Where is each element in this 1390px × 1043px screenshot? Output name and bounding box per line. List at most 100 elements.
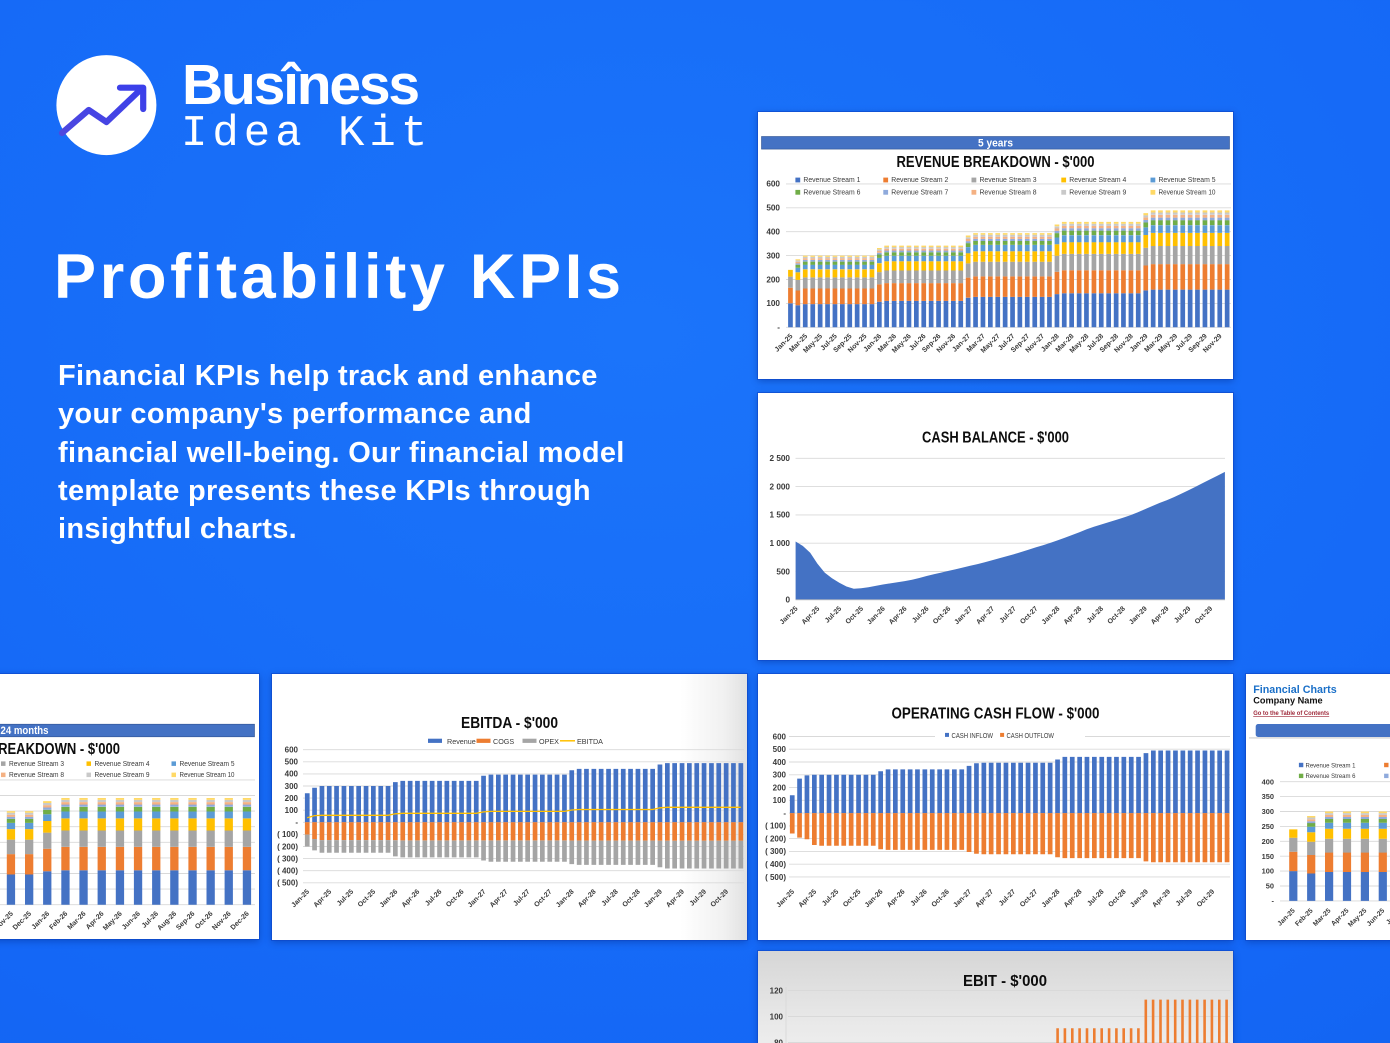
svg-text:Nov-26: Nov-26	[211, 910, 233, 932]
svg-text:CASH BALANCE - $'000: CASH BALANCE - $'000	[922, 429, 1069, 446]
svg-text:Oct-27: Oct-27	[1019, 605, 1039, 625]
svg-text:Jan-27: Jan-27	[953, 605, 974, 626]
svg-text:80: 80	[774, 1038, 783, 1043]
svg-text:Jan-26: Jan-26	[31, 910, 52, 931]
svg-text:600: 600	[285, 746, 299, 755]
svg-text:Apr-27: Apr-27	[489, 888, 510, 909]
svg-text:Revenue Stream 10: Revenue Stream 10	[1159, 188, 1216, 197]
svg-text:May-26: May-26	[102, 910, 124, 932]
svg-text:350: 350	[1262, 792, 1274, 801]
svg-text:( 400): ( 400)	[765, 860, 786, 869]
svg-text:Company Name: Company Name	[1253, 696, 1323, 707]
svg-text:Financial Charts: Financial Charts	[1253, 684, 1337, 696]
svg-text:Jul-25: Jul-25	[821, 888, 840, 907]
svg-text:Mar-25: Mar-25	[1312, 907, 1333, 928]
svg-text:Jul-25: Jul-25	[1385, 907, 1390, 926]
svg-text:Oct-26: Oct-26	[932, 605, 952, 625]
svg-text:Oct-26: Oct-26	[445, 888, 465, 908]
svg-text:Revenue Stream 8: Revenue Stream 8	[980, 188, 1037, 197]
svg-text:Jan-26: Jan-26	[866, 605, 887, 626]
svg-text:600: 600	[773, 732, 787, 741]
svg-text:500: 500	[773, 745, 787, 754]
svg-text:Sep-26: Sep-26	[175, 910, 196, 931]
svg-text:Apr-28: Apr-28	[577, 888, 598, 909]
svg-text:Apr-25: Apr-25	[801, 605, 822, 626]
svg-text:Revenue Stream 1: Revenue Stream 1	[803, 175, 860, 184]
svg-text:Revenue Stream 3: Revenue Stream 3	[980, 175, 1037, 184]
svg-text:300: 300	[766, 251, 780, 260]
svg-text:Go to the Table of Contents: Go to the Table of Contents	[1253, 710, 1329, 717]
svg-text:400: 400	[1262, 777, 1274, 786]
svg-text:Oct-28: Oct-28	[1107, 605, 1127, 625]
svg-text:Oct-29: Oct-29	[710, 888, 730, 908]
svg-text:Oct-27: Oct-27	[1019, 888, 1039, 908]
svg-text:Revenue Stream 9: Revenue Stream 9	[1069, 188, 1126, 197]
svg-text:500: 500	[285, 758, 299, 767]
svg-text:Revenue Stream 3: Revenue Stream 3	[9, 761, 64, 768]
svg-text:-: -	[295, 818, 298, 827]
svg-text:Jan-25: Jan-25	[1277, 907, 1297, 927]
svg-text:Jul-29: Jul-29	[1173, 605, 1192, 624]
svg-text:Jan-25: Jan-25	[779, 605, 800, 626]
svg-text:Jul-26: Jul-26	[911, 605, 930, 624]
svg-text:Jul-28: Jul-28	[1086, 605, 1105, 624]
svg-text:Apr-28: Apr-28	[1063, 888, 1084, 909]
svg-text:Jan-28: Jan-28	[1041, 888, 1062, 909]
svg-text:Jan-25: Jan-25	[775, 888, 796, 909]
svg-text:Jul-25: Jul-25	[824, 605, 843, 624]
svg-text:EBIT - $'000: EBIT - $'000	[963, 973, 1047, 990]
svg-text:Apr-29: Apr-29	[665, 888, 686, 909]
svg-text:300: 300	[285, 782, 299, 791]
svg-text:1 500: 1 500	[770, 511, 791, 520]
svg-text:Apr-26: Apr-26	[888, 605, 909, 626]
svg-text:500: 500	[766, 204, 780, 213]
svg-text:Jul-26: Jul-26	[424, 888, 443, 907]
svg-text:400: 400	[285, 770, 299, 779]
svg-text:Jun-26: Jun-26	[121, 910, 142, 931]
svg-text:250: 250	[1262, 822, 1274, 831]
svg-text:Feb-25: Feb-25	[1294, 907, 1315, 928]
svg-text:Oct-26: Oct-26	[931, 888, 951, 908]
svg-text:200: 200	[773, 783, 787, 792]
svg-text:Jul-28: Jul-28	[1086, 888, 1105, 907]
svg-text:Jan-26: Jan-26	[864, 888, 885, 909]
svg-text:-: -	[1272, 897, 1275, 906]
svg-text:100: 100	[285, 806, 299, 815]
svg-text:100: 100	[766, 299, 780, 308]
svg-text:Jul-28: Jul-28	[601, 888, 620, 907]
svg-text:( 300): ( 300)	[277, 854, 298, 863]
svg-text:150: 150	[1262, 852, 1274, 861]
svg-text:( 400): ( 400)	[277, 867, 298, 876]
svg-text:May-25: May-25	[1347, 907, 1368, 928]
svg-text:( 100): ( 100)	[765, 822, 786, 831]
svg-text:100: 100	[1262, 867, 1274, 876]
svg-text:( 500): ( 500)	[277, 879, 298, 888]
svg-text:Apr-25: Apr-25	[313, 888, 334, 909]
svg-text:200: 200	[1262, 837, 1274, 846]
svg-text:COGS: COGS	[493, 737, 514, 746]
svg-text:( 100): ( 100)	[277, 830, 298, 839]
svg-text:EBITDA: EBITDA	[577, 737, 603, 746]
svg-text:400: 400	[773, 758, 787, 767]
svg-text:Revenue: Revenue	[447, 737, 476, 746]
svg-text:Jan-28: Jan-28	[555, 888, 576, 909]
svg-text:( 200): ( 200)	[765, 834, 786, 843]
svg-text:24 months: 24 months	[1, 725, 49, 737]
svg-text:CASH OUTFLOW: CASH OUTFLOW	[1007, 731, 1055, 740]
svg-text:Oct-28: Oct-28	[1107, 888, 1127, 908]
svg-text:Apr-25: Apr-25	[798, 888, 819, 909]
svg-text:Revenue Stream 9: Revenue Stream 9	[95, 772, 150, 779]
svg-text:Oct-25: Oct-25	[357, 888, 377, 908]
svg-text:Feb-26: Feb-26	[48, 910, 69, 931]
svg-text:Apr-29: Apr-29	[1150, 605, 1171, 626]
svg-text:Jan-28: Jan-28	[1041, 605, 1062, 626]
svg-text:Revenue Stream 4: Revenue Stream 4	[95, 761, 150, 768]
svg-text:( 300): ( 300)	[765, 847, 786, 856]
svg-text:Jan-29: Jan-29	[643, 888, 664, 909]
svg-text:100: 100	[770, 1012, 784, 1021]
svg-text:Oct-29: Oct-29	[1194, 605, 1214, 625]
svg-text:Jan-26: Jan-26	[379, 888, 400, 909]
svg-text:Revenue Stream 1: Revenue Stream 1	[1306, 762, 1356, 769]
svg-text:( 200): ( 200)	[277, 842, 298, 851]
svg-text:Jul-26: Jul-26	[910, 888, 929, 907]
